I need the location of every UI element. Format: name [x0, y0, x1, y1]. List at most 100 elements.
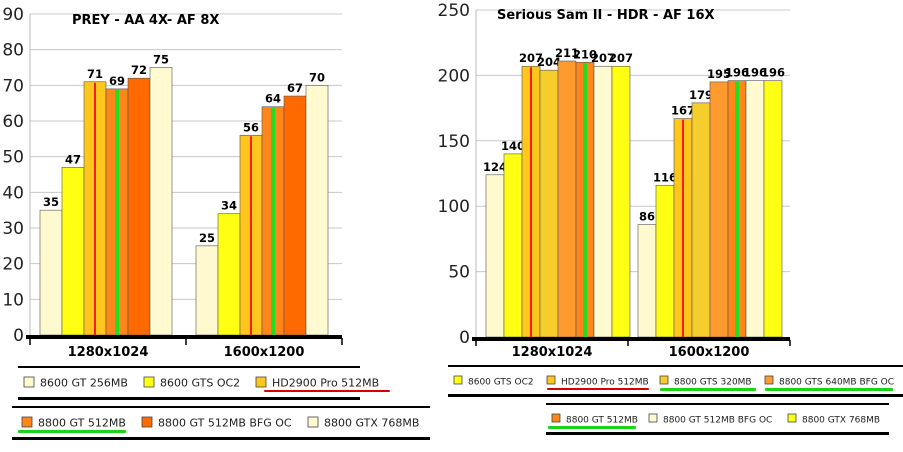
bar	[217, 213, 241, 336]
bar-value-label: 207	[591, 51, 615, 65]
bar-value-label: 72	[131, 63, 147, 77]
legend-swatch	[307, 416, 319, 428]
legend-label: 8600 GTS OC2	[468, 378, 534, 388]
legend-border-bottom	[448, 394, 903, 397]
bar	[655, 184, 675, 338]
bar-value-label: 69	[109, 74, 125, 88]
bar-highlight-marker	[250, 136, 252, 335]
y-tick-label: 60	[2, 112, 24, 132]
legend-label: 8600 GTS OC2	[160, 377, 240, 390]
bar-value-label: 25	[199, 231, 215, 245]
chart-2: 0 50 100 150 200 250 Serious Sam II - HDR - AF…	[438, 1, 903, 435]
bar	[763, 80, 783, 338]
bar-value-label: 67	[287, 81, 303, 95]
bar	[611, 65, 631, 338]
x-axis-baseline	[472, 337, 790, 341]
legend-label: HD2900 Pro 512MB	[272, 377, 379, 390]
bar-value-label: 47	[65, 152, 81, 166]
bar-value-label: 207	[609, 51, 633, 65]
bar-value-label: 70	[309, 70, 325, 84]
y-tick-label: 150	[438, 132, 470, 152]
bar-highlight-marker	[530, 67, 532, 337]
legend-swatch	[23, 376, 35, 388]
bar	[149, 67, 173, 336]
legend-swatch	[787, 413, 797, 423]
bar-value-label: 196	[761, 66, 785, 80]
bar-value-label: 75	[153, 53, 169, 67]
bar-value-label: 35	[43, 195, 59, 209]
legend-label: 8800 GTS 320MB	[674, 378, 752, 388]
bar-value-label: 211	[555, 46, 579, 60]
legend-swatch	[648, 413, 658, 423]
bar-value-label: 196	[743, 66, 767, 80]
legend-border-bottom	[18, 397, 360, 400]
bar-value-label: 204	[537, 55, 561, 69]
bar-value-label: 56	[243, 120, 259, 134]
chart-title: PREY - AA 4X- AF 8X	[72, 13, 219, 28]
bar	[709, 81, 729, 338]
x-category-label: 1280x1024	[68, 345, 149, 360]
bar-value-label: 210	[573, 47, 597, 61]
x-category-label: 1280x1024	[512, 345, 593, 360]
bar-highlight-marker	[94, 82, 96, 336]
legend-swatch	[546, 375, 556, 385]
legend-underline	[660, 388, 756, 391]
bar-highlight-marker	[115, 89, 119, 336]
legend-label: HD2900 Pro 512MB	[561, 378, 649, 388]
bar-highlight-marker	[271, 107, 275, 335]
bar	[39, 209, 63, 336]
bar	[283, 95, 307, 336]
y-tick-label: 250	[438, 1, 470, 21]
legend-swatch	[21, 416, 33, 428]
legend-underline	[547, 388, 649, 390]
bar	[539, 69, 559, 338]
bar-value-label: 179	[689, 88, 713, 102]
legend-label: 8600 GT 256MB	[40, 377, 128, 390]
bar-value-label: 34	[221, 199, 237, 213]
legend-label: 8800 GTX 768MB	[324, 417, 419, 430]
bar-value-label: 71	[87, 67, 103, 81]
legend-border-bottom	[12, 437, 430, 440]
y-tick-label: 70	[2, 76, 24, 96]
legend-label: 8800 GT 512MB	[566, 416, 638, 426]
bar	[557, 60, 577, 338]
chart-1: 0 10 20 30 40 50 60 70 80 90 PREY - AA 4X- AF 8X 35…	[2, 5, 430, 440]
y-tick-label: 50	[448, 263, 470, 283]
legend-swatch	[143, 376, 155, 388]
bar	[593, 65, 613, 338]
bar-value-label: 86	[639, 210, 655, 224]
legend-swatch	[255, 376, 267, 388]
bar	[503, 153, 523, 338]
legend-label: 8800 GT 512MB BFG OC	[663, 416, 772, 426]
bar	[485, 174, 505, 338]
bar-value-label: 116	[653, 170, 677, 184]
bar	[61, 167, 85, 336]
y-tick-label: 0	[459, 328, 470, 348]
x-category-label: 1600x1200	[669, 345, 750, 360]
bar-value-label: 195	[707, 67, 731, 81]
legend-underline	[548, 426, 636, 429]
bar	[691, 102, 711, 338]
bar-highlight-marker	[682, 119, 684, 338]
bar	[637, 224, 657, 338]
bar-highlight-marker	[583, 63, 587, 337]
legend-swatch	[551, 413, 561, 423]
chart-title: Serious Sam II - HDR - AF 16X	[497, 8, 715, 23]
y-tick-label: 80	[2, 41, 24, 61]
y-tick-label: 20	[2, 255, 24, 275]
legend-border-bottom	[546, 432, 889, 435]
legend-label: 8800 GT 512MB	[38, 417, 126, 430]
legend-swatch	[764, 375, 774, 385]
bar-value-label: 196	[725, 66, 749, 80]
bar-value-label: 124	[483, 160, 507, 174]
legend-swatch	[659, 375, 669, 385]
legend-label: 8800 GTS 640MB BFG OC	[779, 378, 894, 388]
legend-underline	[264, 390, 390, 392]
y-tick-label: 0	[13, 326, 24, 346]
legend-label: 8800 GT 512MB BFG OC	[158, 417, 292, 430]
bar	[745, 80, 765, 338]
y-tick-label: 30	[2, 219, 24, 239]
legend-underline	[18, 430, 126, 433]
y-tick-label: 10	[2, 290, 24, 310]
